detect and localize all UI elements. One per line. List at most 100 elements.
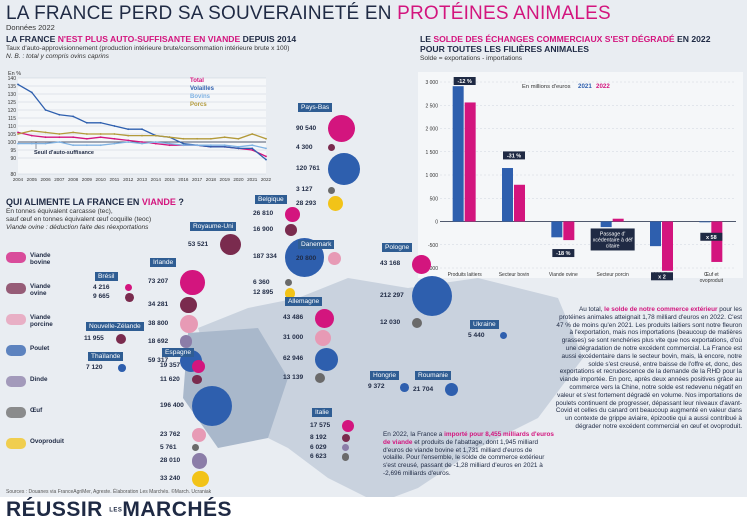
data-point <box>99 133 102 135</box>
category-item: Ovoproduit <box>6 436 66 464</box>
data-point <box>223 144 226 147</box>
annotation-box <box>503 151 525 160</box>
data-point <box>58 141 61 143</box>
country-bubble <box>328 252 342 266</box>
data-point <box>127 134 130 137</box>
data-point <box>72 131 75 134</box>
data-point <box>17 83 19 86</box>
title-pink: PROTÉINES ANIMALES <box>397 3 611 24</box>
data-point <box>223 136 226 139</box>
x-tick-label: 2022 <box>261 177 272 182</box>
country-value: 11 620 <box>160 375 180 383</box>
data-point <box>30 129 33 132</box>
data-point <box>99 121 102 124</box>
annotation-box <box>700 232 723 241</box>
country-bubble <box>192 374 202 385</box>
data-point <box>72 136 75 139</box>
y-tick-label: 140 <box>8 76 17 82</box>
x-tick-label: 2013 <box>137 177 148 182</box>
y-tick-label: -1 000 <box>424 266 438 272</box>
left-chart-note: N. B. : total y compris ovins caprins <box>6 53 109 60</box>
annotation-box <box>651 272 673 281</box>
data-point <box>237 145 240 148</box>
category-label: Viande ovine <box>549 272 578 278</box>
data-point <box>113 125 116 127</box>
y-tick-label: 95 <box>10 148 16 154</box>
annotation-label: x 58 <box>706 235 717 241</box>
country-bubble <box>285 207 300 222</box>
country-bubble <box>125 284 132 291</box>
meat-icon <box>6 407 26 418</box>
meat-icon <box>6 345 26 356</box>
data-point <box>30 134 33 137</box>
data-point <box>196 144 199 147</box>
y-axis-label: En % <box>8 71 21 77</box>
country-label: Espagne <box>162 348 195 357</box>
country-bubble <box>118 364 126 372</box>
data-point <box>251 144 254 147</box>
country-bubble <box>342 434 351 443</box>
data-point <box>209 144 212 147</box>
country-bubble <box>180 270 205 295</box>
data-point <box>237 147 240 150</box>
country-bubble <box>328 144 335 152</box>
category-item: Viande porcine <box>6 312 66 340</box>
legend-total: Total <box>190 78 204 84</box>
category-label: Viande bovine <box>30 252 51 266</box>
country-value: 8 192 <box>310 434 327 442</box>
country-value: 43 486 <box>283 314 304 322</box>
y-tick-label: 80 <box>10 172 16 178</box>
deficit-label: Passage d' xcédentaire à déf citaire <box>593 231 633 249</box>
category-label: Ovoproduit <box>30 438 64 445</box>
country-value: 53 521 <box>188 240 209 248</box>
data-point <box>17 142 19 145</box>
data-point <box>265 155 267 158</box>
annotation-box <box>552 249 575 258</box>
country-bubble <box>180 335 193 348</box>
meat-icon <box>6 283 26 294</box>
country-bubble <box>328 195 344 212</box>
country-value: 21 704 <box>413 385 434 393</box>
data-point <box>265 137 267 140</box>
data-point <box>141 134 143 137</box>
y-tick-label: 1 500 <box>425 150 438 156</box>
country-bubble <box>125 293 134 302</box>
category-label: Dinde <box>30 376 48 383</box>
country-bubble <box>180 315 198 334</box>
bar-2022-4 <box>662 221 673 271</box>
country-label: Italie <box>312 408 332 417</box>
sources-text: Sources : Douanes via FranceAgriMer, Agr… <box>6 489 212 495</box>
data-point <box>85 121 88 124</box>
country-value: 26 810 <box>253 210 274 218</box>
country-label: Brésil <box>95 272 118 281</box>
category-label: Produits laitiers <box>448 272 483 278</box>
x-tick-label: 2008 <box>68 177 79 182</box>
footer-bar <box>0 497 747 525</box>
country-label: Danemark <box>298 240 335 249</box>
country-label: Royaume-Uni <box>190 222 237 231</box>
right-chart-subtitle: Solde = exportations - importations <box>420 55 523 62</box>
country-value: 3 127 <box>296 186 313 194</box>
bar-2022-5 <box>711 221 723 262</box>
deficit-box <box>590 228 635 251</box>
bar-2021-3 <box>600 221 612 228</box>
data-point <box>127 128 130 131</box>
country-bubble <box>192 386 232 427</box>
y-tick-label: 500 <box>430 196 439 202</box>
country-value: 19 357 <box>160 362 181 370</box>
country-bubble <box>192 470 209 488</box>
country-bubble <box>445 383 459 397</box>
x-tick-label: 2015 <box>164 177 175 182</box>
data-point <box>209 137 212 140</box>
y-tick-label: 135 <box>8 84 17 90</box>
category-label: Viande ovine <box>30 283 51 297</box>
country-bubble <box>315 329 331 346</box>
data-point <box>223 145 226 148</box>
country-label: Thaïlande <box>88 352 124 361</box>
country-value: 34 281 <box>148 301 169 308</box>
x-tick-label: 2016 <box>178 177 189 182</box>
data-point <box>72 115 75 118</box>
category-label: Secteur bovin <box>499 272 530 278</box>
data-point <box>113 142 116 145</box>
country-bubble <box>315 309 334 328</box>
